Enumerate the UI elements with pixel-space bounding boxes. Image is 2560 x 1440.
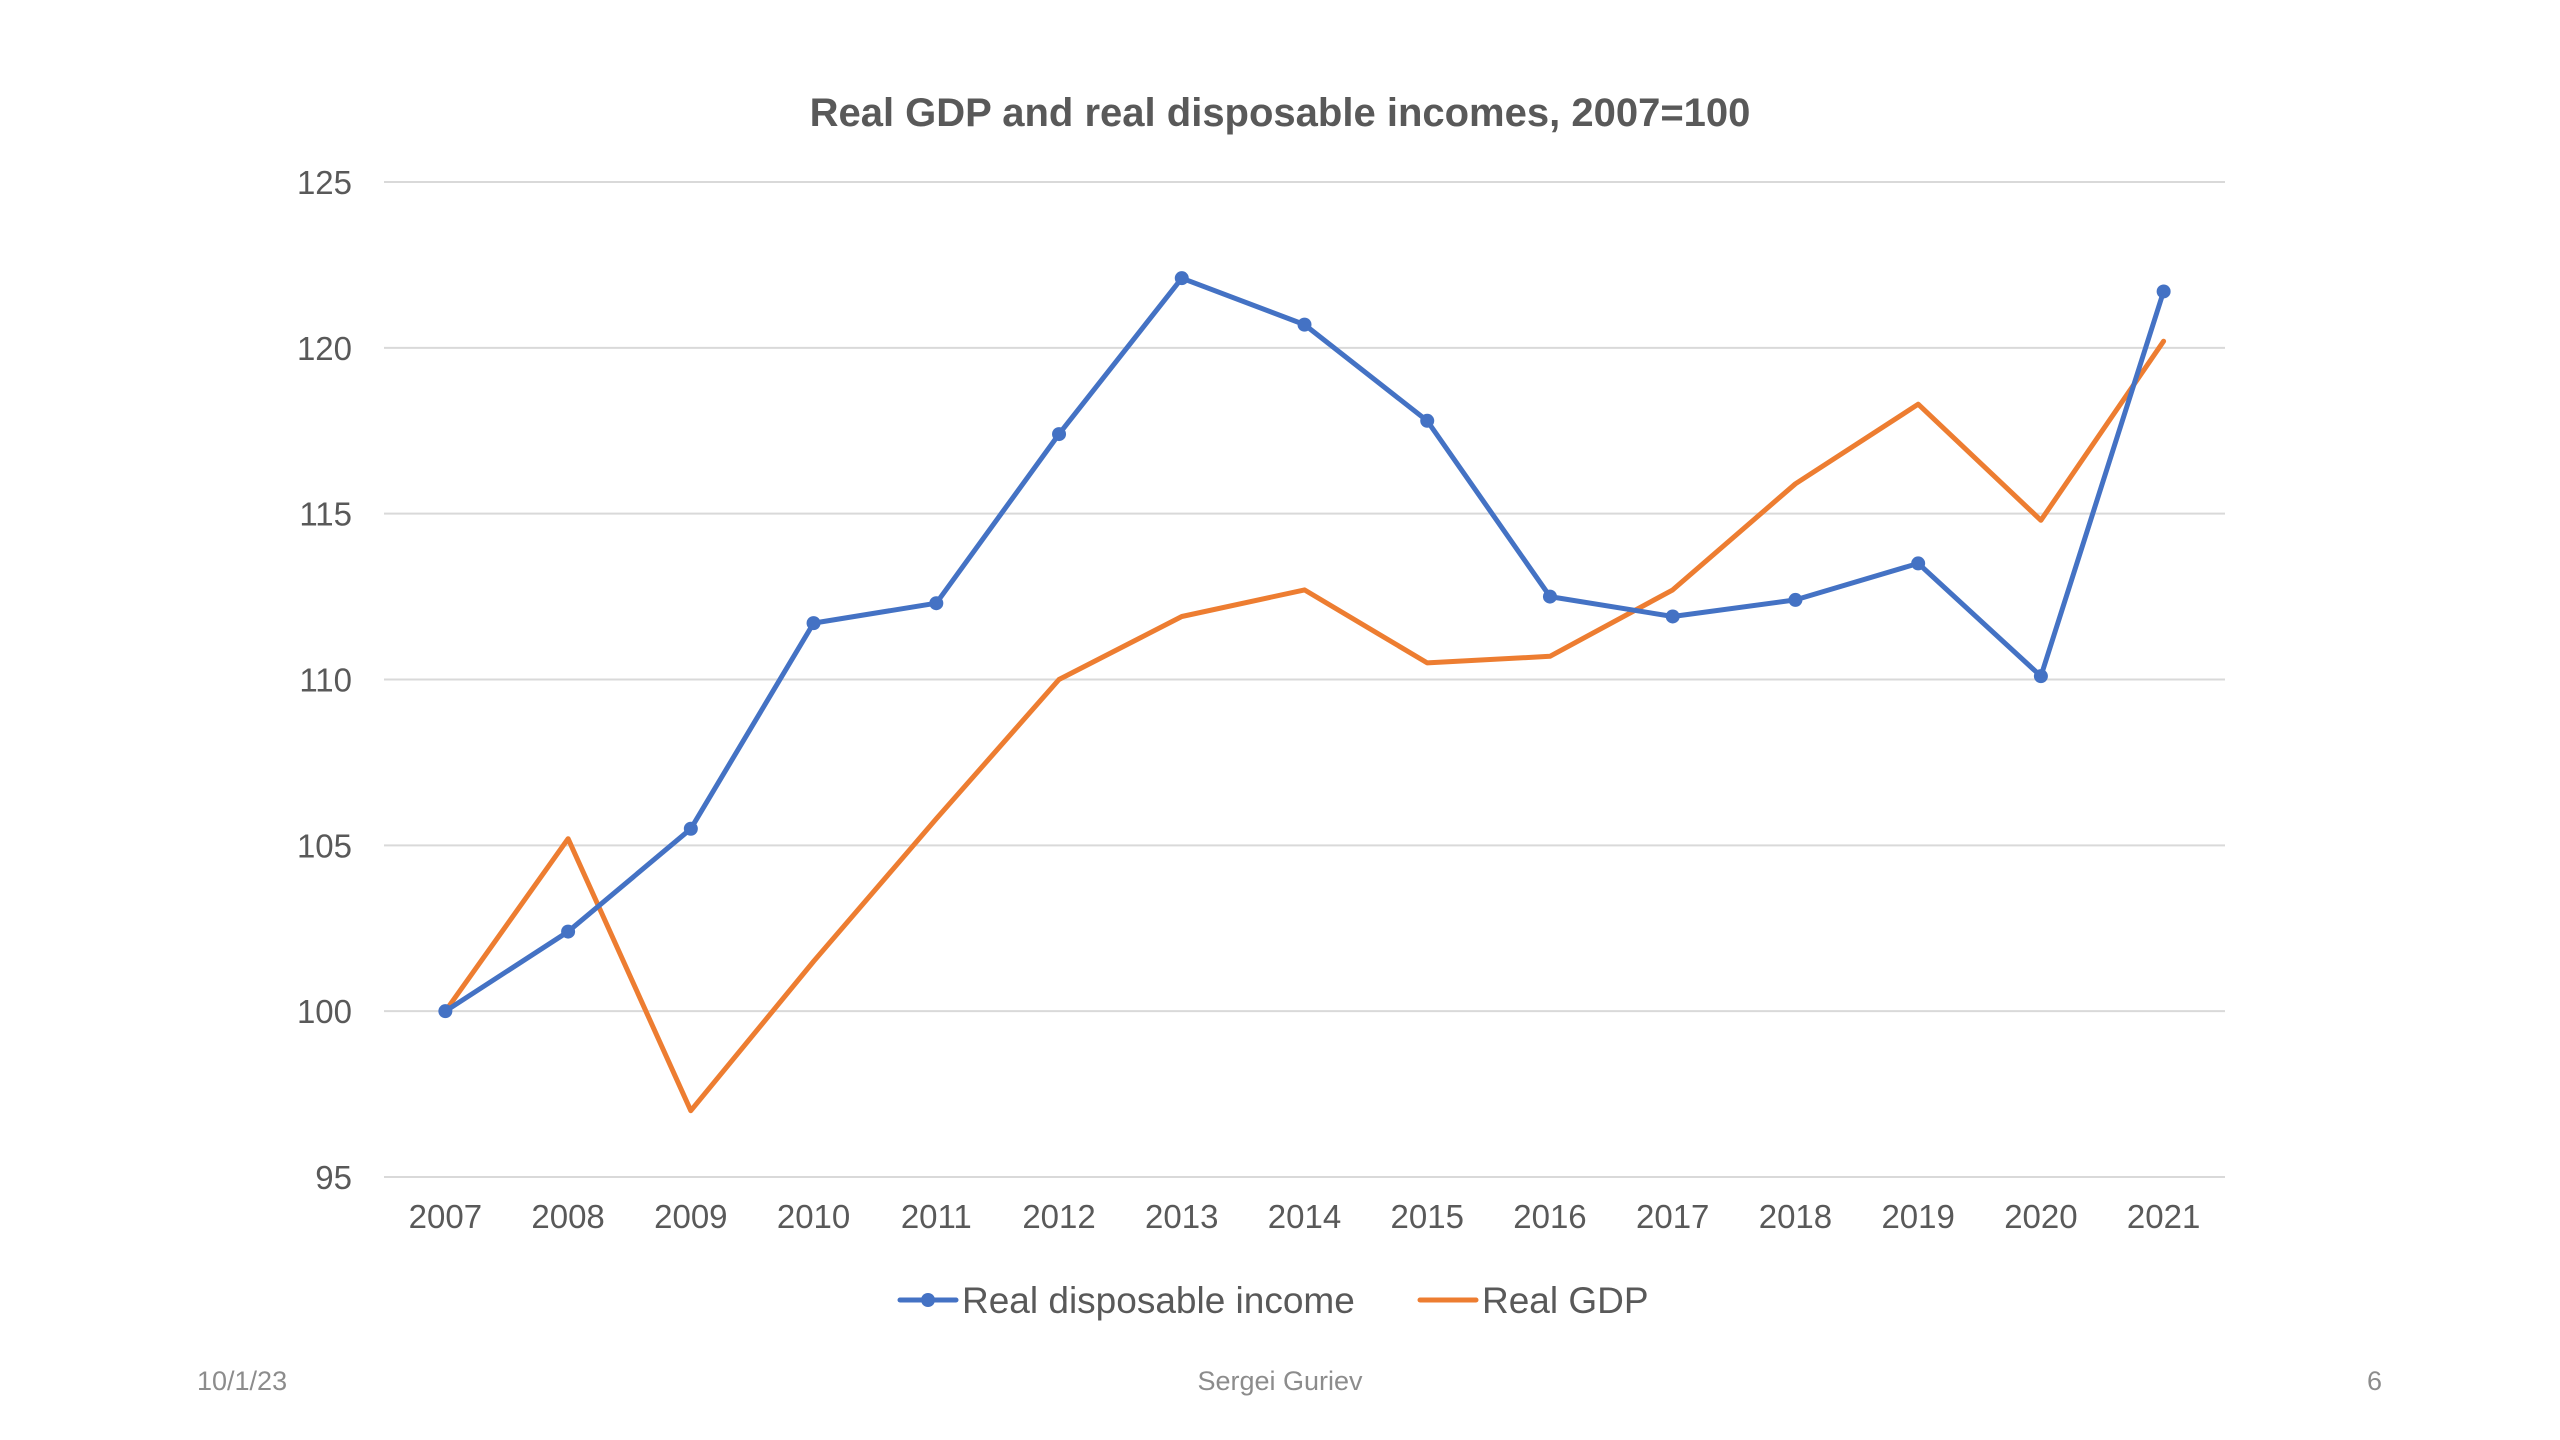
legend: Real disposable income Real GDP — [897, 1280, 1649, 1321]
x-tick-label: 2010 — [777, 1198, 850, 1235]
footer-author: Sergei Guriev — [1197, 1366, 1363, 1396]
y-tick-label: 115 — [299, 496, 352, 533]
data-point — [806, 616, 821, 631]
data-point — [1665, 609, 1680, 624]
x-tick-label: 2020 — [2004, 1198, 2077, 1235]
data-point — [2033, 669, 2048, 684]
x-tick-label: 2007 — [409, 1198, 482, 1235]
series-line — [442, 338, 2167, 1114]
y-axis-tick-labels: 95 100 105 110 115 120 125 — [297, 164, 352, 1196]
y-tick-label: 125 — [297, 164, 352, 201]
data-point — [1297, 317, 1312, 332]
data-point — [1052, 427, 1067, 442]
legend-label: Real GDP — [1482, 1280, 1649, 1321]
data-point — [1420, 413, 1435, 428]
data-point — [929, 596, 944, 611]
y-tick-label: 95 — [315, 1159, 352, 1196]
x-tick-label: 2016 — [1513, 1198, 1586, 1235]
series-lines — [438, 271, 2171, 1114]
x-tick-label: 2018 — [1759, 1198, 1832, 1235]
data-point — [2156, 284, 2171, 299]
data-point — [1542, 589, 1557, 604]
x-tick-label: 2017 — [1636, 1198, 1709, 1235]
y-tick-label: 100 — [297, 993, 352, 1030]
x-tick-label: 2012 — [1022, 1198, 1095, 1235]
x-tick-label: 2008 — [531, 1198, 604, 1235]
data-point — [561, 924, 576, 939]
series-line — [442, 275, 2167, 1014]
data-point — [1911, 556, 1926, 571]
x-axis-tick-labels: 2007 2008 2009 2010 2011 2012 2013 2014 2015 2016… — [409, 1198, 2201, 1235]
y-tick-label: 120 — [297, 330, 352, 367]
footer-date: 10/1/23 — [197, 1366, 288, 1396]
data-point — [1174, 271, 1189, 286]
y-tick-label: 105 — [297, 827, 352, 864]
data-point — [438, 1004, 453, 1019]
legend-marker — [921, 1293, 935, 1307]
gridlines — [384, 181, 2225, 1178]
x-tick-label: 2013 — [1145, 1198, 1218, 1235]
x-tick-label: 2019 — [1881, 1198, 1954, 1235]
data-point — [683, 821, 698, 836]
legend-label: Real disposable income — [962, 1280, 1355, 1321]
x-tick-label: 2011 — [901, 1198, 972, 1235]
x-tick-label: 2014 — [1268, 1198, 1341, 1235]
data-point — [1788, 592, 1803, 607]
x-tick-label: 2015 — [1391, 1198, 1464, 1235]
x-tick-label: 2009 — [654, 1198, 727, 1235]
chart-title: Real GDP and real disposable incomes, 20… — [810, 91, 1751, 135]
page-number: 6 — [2366, 1366, 2382, 1396]
x-tick-label: 2021 — [2127, 1198, 2200, 1235]
y-tick-label: 110 — [299, 662, 352, 699]
